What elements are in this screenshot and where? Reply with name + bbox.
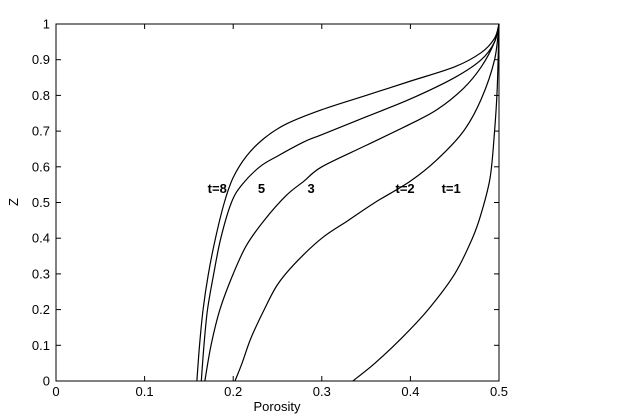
curve-t8 bbox=[196, 23, 500, 382]
y-axis-label: Z bbox=[6, 198, 21, 206]
y-tick-label: 0.7 bbox=[32, 124, 50, 139]
y-tick-label: 0.1 bbox=[32, 338, 50, 353]
x-tick-label: 0 bbox=[52, 384, 59, 399]
x-tick-label: 0.5 bbox=[490, 384, 508, 399]
y-tick-label: 0.4 bbox=[32, 231, 50, 246]
y-tick-label: 0.3 bbox=[32, 266, 50, 281]
y-tick-label: 0.8 bbox=[32, 88, 50, 103]
curve-group bbox=[196, 23, 500, 382]
curve-t3 bbox=[204, 23, 500, 382]
y-tick-label: 0.2 bbox=[32, 302, 50, 317]
curve-annotation: t=2 bbox=[396, 181, 415, 196]
curve-t5 bbox=[200, 23, 500, 382]
x-tick-label: 0.2 bbox=[224, 384, 242, 399]
x-tick-label: 0.4 bbox=[401, 384, 419, 399]
tick-group: 0 0.1 0.2 0.3 0.4 0.5 0 0.1 0.2 0.3 0.4 0.5 0.6 0.7 0.… bbox=[32, 17, 508, 400]
annotation-group: t=8 5 3 t=2 t=1 bbox=[208, 181, 461, 196]
y-tick-label: 0 bbox=[43, 374, 50, 389]
plot-frame bbox=[55, 23, 500, 382]
x-tick-label: 0.1 bbox=[136, 384, 154, 399]
curve-t1 bbox=[352, 23, 500, 382]
y-tick-label: 0.9 bbox=[32, 52, 50, 67]
y-tick-label: 0.5 bbox=[32, 195, 50, 210]
curve-t2 bbox=[234, 23, 500, 382]
curve-annotation: t=1 bbox=[442, 181, 461, 196]
y-tick-label: 0.6 bbox=[32, 159, 50, 174]
curve-annotation: 5 bbox=[258, 181, 265, 196]
x-axis-label: Porosity bbox=[254, 399, 301, 414]
y-tick-label: 1 bbox=[43, 17, 50, 32]
curve-annotation: 3 bbox=[308, 181, 315, 196]
curve-annotation: t=8 bbox=[208, 181, 227, 196]
x-tick-label: 0.3 bbox=[313, 384, 331, 399]
